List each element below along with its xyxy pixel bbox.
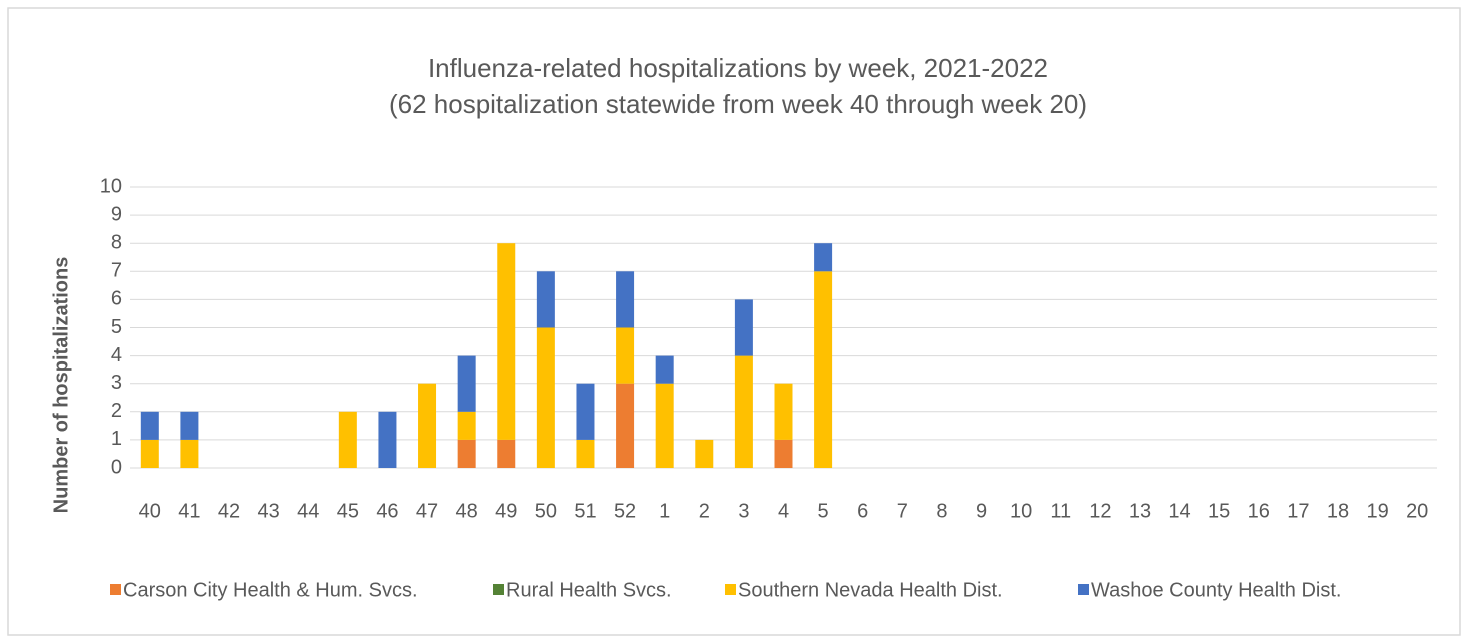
legend-label: Rural Health Svcs. [506,579,672,601]
x-tick-label: 9 [976,500,987,522]
legend-swatch [1078,584,1089,595]
x-tick-label: 4 [778,500,789,522]
legend-label: Southern Nevada Health Dist. [738,579,1003,601]
bar-segment [655,355,674,384]
bar-segment [774,383,793,440]
bar-segment [457,355,476,412]
bar-segment [774,439,793,468]
bar-segment [497,439,516,468]
x-tick-label: 7 [897,500,908,522]
bar-segment [576,439,595,468]
bar-segment [695,439,714,468]
legend-swatch [493,584,504,595]
x-tick-label: 2 [699,500,710,522]
bar-segment [457,411,476,440]
x-tick-label: 40 [139,500,161,522]
bar-segment [536,327,555,468]
y-tick-label: 6 [111,288,122,310]
x-tick-label: 1 [659,500,670,522]
y-tick-label: 8 [111,231,122,253]
bar-segment [576,383,595,440]
y-tick-label: 9 [111,203,122,225]
legend-label: Carson City Health & Hum. Svcs. [123,579,418,601]
x-tick-label: 13 [1129,500,1151,522]
y-tick-label: 5 [111,316,122,338]
x-tick-label: 52 [614,500,636,522]
bar-segment [457,439,476,468]
bar-segment [734,355,753,468]
x-tick-label: 12 [1089,500,1111,522]
bar-segment [140,411,159,440]
x-tick-label: 43 [257,500,279,522]
x-tick-label: 50 [535,500,557,522]
bar-segment [180,439,199,468]
x-tick-label: 16 [1248,500,1270,522]
y-tick-label: 10 [100,175,122,197]
x-tick-label: 10 [1010,500,1032,522]
x-tick-label: 6 [857,500,868,522]
bar-segment [814,243,833,272]
x-tick-label: 19 [1366,500,1388,522]
x-tick-label: 46 [376,500,398,522]
legend-label: Washoe County Health Dist. [1091,579,1341,601]
chart-subtitle: (62 hospitalization statewide from week … [389,89,1087,119]
chart-frame [7,7,1461,636]
legend-swatch [110,584,121,595]
x-tick-label: 5 [818,500,829,522]
bar-segment [180,411,199,440]
bar-segment [418,383,437,468]
x-tick-label: 44 [297,500,319,522]
y-axis-label: Number of hospitalizations [50,257,72,514]
bar-segment [616,383,635,468]
bar-segment [378,411,397,468]
bar-segment [616,327,635,384]
bar-segment [655,383,674,468]
y-tick-label: 7 [111,260,122,282]
x-tick-label: 41 [178,500,200,522]
y-tick-label: 2 [111,400,122,422]
x-tick-label: 42 [218,500,240,522]
x-tick-label: 18 [1327,500,1349,522]
bar-segment [140,439,159,468]
x-tick-label: 15 [1208,500,1230,522]
x-tick-label: 11 [1050,500,1071,522]
x-tick-label: 51 [574,500,596,522]
chart-title: Influenza-related hospitalizations by we… [428,53,1048,83]
x-tick-label: 3 [738,500,749,522]
x-tick-label: 17 [1287,500,1309,522]
bar-segment [497,243,516,440]
y-tick-label: 4 [111,344,122,366]
y-tick-label: 3 [111,372,122,394]
x-tick-label: 47 [416,500,438,522]
bar-segment [536,271,555,328]
x-tick-label: 45 [337,500,359,522]
legend-swatch [725,584,736,595]
bar-segment [734,299,753,356]
y-tick-label: 0 [111,456,122,478]
x-tick-label: 49 [495,500,517,522]
bar-segment [814,271,833,468]
bar-segment [338,411,357,468]
y-tick-label: 1 [111,428,122,450]
x-tick-label: 20 [1406,500,1428,522]
x-tick-label: 48 [456,500,478,522]
x-tick-label: 8 [936,500,947,522]
bar-segment [616,271,635,328]
x-tick-label: 14 [1168,500,1190,522]
